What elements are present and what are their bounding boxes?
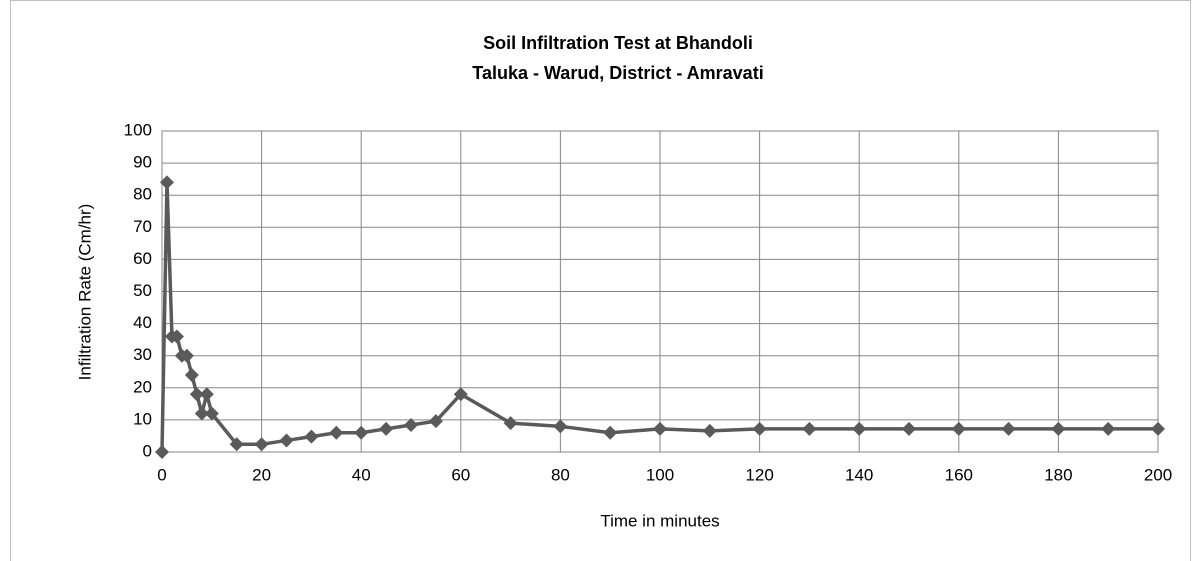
- y-axis-label: Infiltration Rate (Cm/hr): [75, 204, 94, 381]
- data-marker: [553, 419, 568, 434]
- x-tick-label: 0: [157, 465, 166, 484]
- data-marker: [453, 387, 468, 402]
- x-tick-label: 80: [551, 465, 570, 484]
- y-tick-label: 30: [133, 345, 152, 364]
- x-tick-label: 20: [252, 465, 271, 484]
- data-marker: [428, 414, 443, 429]
- x-tick-label: 140: [845, 465, 873, 484]
- data-marker: [603, 425, 618, 440]
- data-marker: [354, 425, 369, 440]
- data-marker: [159, 175, 174, 190]
- data-marker: [852, 421, 867, 436]
- y-tick-label: 70: [133, 217, 152, 236]
- y-tick-label: 40: [133, 313, 152, 332]
- x-tick-label: 160: [945, 465, 973, 484]
- data-marker: [752, 421, 767, 436]
- data-marker: [179, 348, 194, 363]
- data-marker: [503, 416, 518, 431]
- data-marker: [155, 445, 169, 459]
- plot-area: [161, 130, 1159, 453]
- data-marker: [254, 437, 269, 452]
- y-tick-label: 20: [133, 377, 152, 396]
- data-marker: [189, 387, 204, 402]
- data-marker: [304, 429, 319, 444]
- y-tick-label: 50: [133, 281, 152, 300]
- data-marker: [404, 418, 418, 433]
- data-marker: [951, 421, 966, 436]
- y-tick-label: 0: [143, 441, 152, 460]
- y-tick-label: 100: [124, 120, 152, 139]
- y-tick-label: 90: [133, 153, 152, 172]
- data-marker: [204, 406, 219, 421]
- chart-title: Soil Infiltration Test at Bhandoli: [483, 33, 753, 53]
- x-tick-label: 40: [352, 465, 371, 484]
- x-axis-label: Time in minutes: [600, 511, 719, 530]
- data-marker: [184, 367, 199, 382]
- data-marker: [229, 437, 244, 452]
- data-marker: [379, 421, 394, 436]
- x-tick-label: 200: [1144, 465, 1172, 484]
- chart-subtitle: Taluka - Warud, District - Amravati: [472, 63, 763, 83]
- data-marker: [902, 421, 916, 436]
- y-tick-label: 60: [133, 249, 152, 268]
- data-marker: [1051, 421, 1066, 436]
- x-tick-label: 180: [1044, 465, 1072, 484]
- data-marker: [1001, 421, 1016, 436]
- data-marker: [1151, 421, 1165, 436]
- chart-border: [10, 0, 1191, 561]
- data-marker: [802, 421, 817, 436]
- x-tick-label: 60: [451, 465, 470, 484]
- y-tick-label: 10: [133, 409, 152, 428]
- data-marker: [199, 387, 214, 402]
- y-tick-label: 80: [133, 185, 152, 204]
- x-tick-label: 120: [745, 465, 773, 484]
- data-marker: [279, 433, 294, 448]
- data-marker: [329, 425, 344, 440]
- x-tick-label: 100: [646, 465, 674, 484]
- data-marker: [169, 329, 184, 344]
- data-marker: [702, 423, 717, 438]
- data-marker: [653, 421, 667, 436]
- data-marker: [194, 406, 209, 421]
- data-marker: [1101, 421, 1116, 436]
